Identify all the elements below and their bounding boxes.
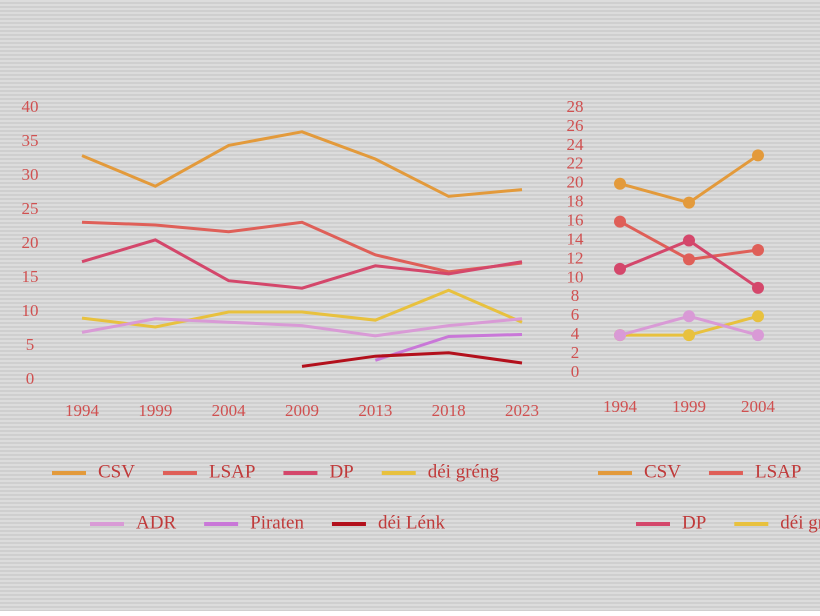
x-tick-label: 2018 [432, 401, 466, 420]
y-tick-label: 18 [567, 192, 584, 211]
y-tick-label: 20 [22, 233, 39, 252]
series-line [81, 130, 523, 198]
x-tick-label: 2004 [212, 401, 247, 420]
x-tick-label: 2023 [505, 401, 539, 420]
series-line [81, 238, 523, 290]
y-tick-label: 35 [22, 131, 39, 150]
legend-label: LSAP [755, 461, 801, 482]
y-tick-label: 14 [567, 229, 585, 248]
y-tick-label: 30 [22, 165, 39, 184]
legend-label: CSV [98, 461, 135, 482]
y-tick-label: 25 [22, 199, 39, 218]
point [614, 177, 626, 190]
y-tick-label: 10 [22, 301, 39, 320]
legend-label: CSV [644, 461, 681, 482]
y-tick-label: 6 [571, 305, 580, 324]
point [683, 310, 695, 323]
y-tick-label: 20 [567, 173, 584, 192]
y-tick-label: 12 [567, 248, 584, 267]
y-tick-label: 26 [567, 116, 584, 135]
series-line [81, 220, 523, 274]
y-tick-label: 24 [567, 135, 585, 154]
point [614, 329, 626, 342]
y-tick-label: 5 [26, 335, 35, 354]
series-line [81, 317, 523, 338]
y-tick-label: 22 [567, 154, 584, 173]
x-tick-label: 2013 [358, 401, 392, 420]
y-tick-label: 40 [22, 97, 39, 116]
legend-label: déi gréng [428, 461, 500, 482]
legend-label: DP [682, 512, 706, 533]
legend-label: DP [329, 461, 353, 482]
legend-label: déi gréng [780, 512, 820, 533]
point [683, 329, 695, 342]
point [752, 149, 764, 162]
y-tick-label: 10 [567, 267, 584, 286]
x-tick-label: 1994 [603, 397, 638, 416]
y-tick-label: 16 [567, 210, 584, 229]
x-tick-label: 1999 [672, 397, 706, 416]
point [752, 329, 764, 342]
point [752, 243, 764, 256]
y-tick-label: 4 [571, 324, 580, 343]
legend-label: déi Lénk [378, 512, 446, 533]
series-line [301, 351, 523, 368]
point [614, 215, 626, 228]
x-tick-label: 2004 [741, 397, 776, 416]
point [683, 234, 695, 247]
x-tick-label: 1999 [138, 401, 172, 420]
y-tick-label: 0 [26, 369, 35, 388]
point [683, 196, 695, 209]
y-tick-label: 15 [22, 267, 39, 286]
point [614, 262, 626, 275]
y-tick-label: 28 [567, 97, 584, 116]
legend-label: Piraten [250, 512, 304, 533]
legend-label: LSAP [209, 461, 255, 482]
legend-label: ADR [136, 512, 176, 533]
point [752, 281, 764, 294]
x-tick-label: 1994 [65, 401, 100, 420]
series-line [81, 288, 523, 329]
point [683, 253, 695, 266]
point [752, 310, 764, 323]
y-tick-label: 2 [571, 343, 580, 362]
y-tick-label: 8 [571, 286, 580, 305]
x-tick-label: 2009 [285, 401, 319, 420]
series-line [619, 154, 759, 205]
series-line [374, 332, 523, 362]
y-tick-label: 0 [571, 362, 580, 381]
